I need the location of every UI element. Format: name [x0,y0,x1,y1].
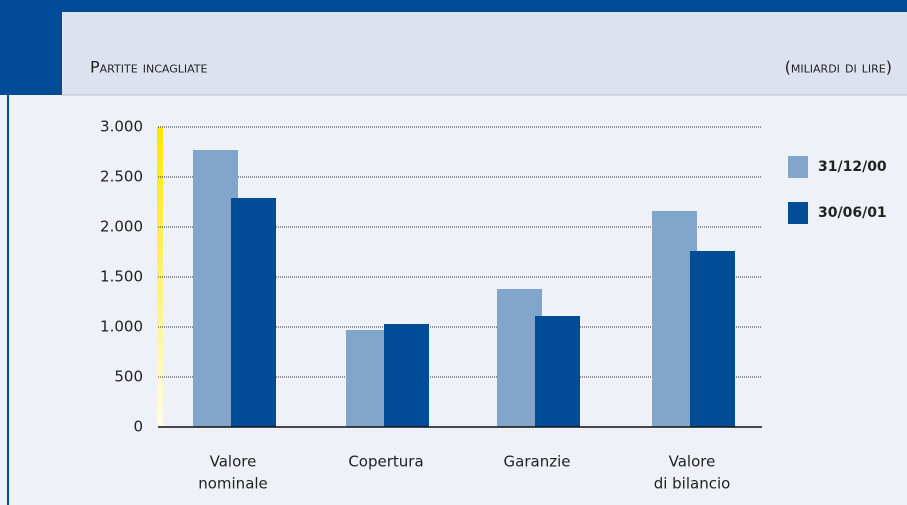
x-tick-label: Valore [210,453,257,471]
chart-title: Partite incagliate [90,58,208,77]
header-band [0,12,907,95]
left-rule [7,95,9,505]
bar [497,289,542,427]
y-tick-label: 1.000 [100,318,143,336]
bar [535,316,580,427]
x-tick-label: di bilancio [654,475,731,493]
x-tick-label: Valore [669,453,716,471]
left-block [0,12,62,95]
x-tick-label: nominale [198,475,268,493]
y-tick-label: 3.000 [100,118,143,136]
bar [231,198,276,427]
x-tick-label: Garanzie [504,453,571,471]
legend-label: 31/12/00 [818,159,887,175]
legend-swatch [788,156,808,178]
legend-label: 30/06/01 [818,205,887,221]
bar [652,211,697,427]
y-tick-label: 0 [133,418,143,436]
bar [690,251,735,427]
legend-swatch [788,202,808,224]
chart-subtitle: (miliardi di lire) [785,58,892,77]
y-tick-label: 500 [114,368,143,386]
top-band [0,0,907,12]
bar [346,330,391,427]
bar [384,324,429,427]
y-tick-label: 2.000 [100,218,143,236]
x-tick-label: Copertura [348,453,423,471]
y-tick-label: 1.500 [100,268,143,286]
bar [193,150,238,427]
y-tick-label: 2.500 [100,168,143,186]
